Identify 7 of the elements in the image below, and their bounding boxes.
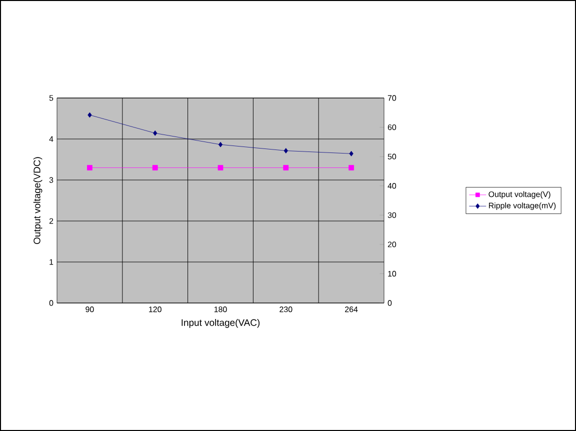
point: [88, 112, 92, 118]
x-axis-title: Input voltage(VAC): [182, 319, 260, 328]
point: [218, 142, 223, 148]
y-axis-title: Output voltage(VDC): [33, 157, 42, 244]
point: [284, 148, 288, 154]
point: [349, 150, 354, 156]
point: [153, 130, 158, 136]
